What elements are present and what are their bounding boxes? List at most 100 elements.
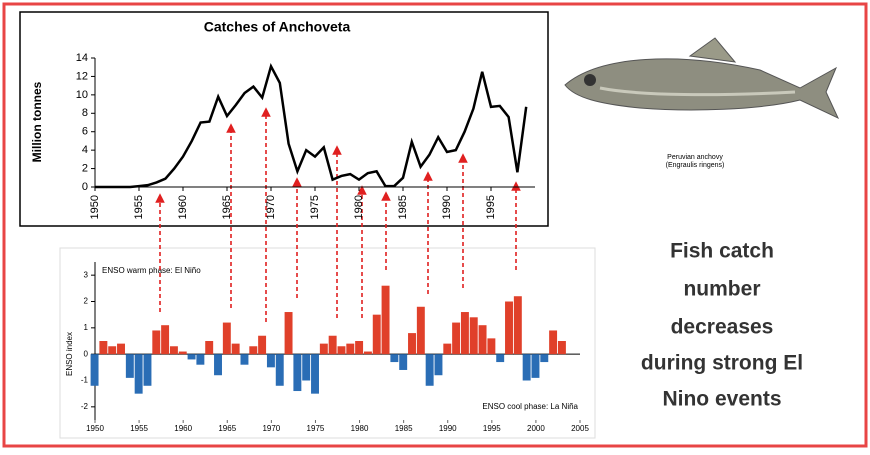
enso-bar	[408, 333, 416, 355]
enso-bar	[205, 341, 214, 355]
message: Fish catch number decreases during stron…	[641, 240, 803, 411]
x-tick-label: 1955	[133, 195, 145, 219]
x-tick-label: 1960	[174, 424, 192, 433]
y-tick-label: 1	[84, 323, 89, 332]
x-tick-label: 1995	[483, 424, 501, 433]
message-line: during strong El	[641, 352, 803, 375]
x-tick-label: 1950	[89, 195, 101, 219]
enso-bar	[143, 354, 152, 386]
x-tick-label: 1975	[309, 195, 321, 219]
enso-bar	[302, 354, 311, 381]
enso-bar	[275, 354, 284, 386]
message-line: Fish catch	[670, 240, 774, 263]
message-line: decreases	[671, 316, 774, 339]
enso-bar	[460, 312, 469, 355]
y-tick-label: 2	[84, 297, 89, 306]
enso-bar	[346, 343, 355, 355]
y-tick-label: 14	[76, 52, 88, 64]
x-tick-label: 1965	[218, 424, 236, 433]
y-tick-label: -1	[81, 376, 89, 385]
enso-bar	[337, 346, 346, 355]
enso-bar	[134, 354, 143, 394]
enso-bar	[390, 354, 399, 363]
x-tick-label: 1970	[265, 195, 277, 219]
x-tick-label: 1975	[307, 424, 325, 433]
x-tick-label: 2005	[571, 424, 589, 433]
enso-bar	[399, 354, 408, 370]
enso-bar	[381, 285, 390, 355]
enso-bar	[522, 354, 531, 381]
enso-bar	[557, 341, 566, 355]
enso-bar	[496, 354, 505, 363]
enso-bar	[478, 325, 487, 355]
fish	[564, 37, 840, 120]
enso-bar	[196, 354, 205, 365]
x-tick-label: 1990	[439, 424, 457, 433]
y-tick-label: 4	[82, 144, 88, 156]
x-tick-label: 1960	[177, 195, 189, 219]
fish-caption: (Engraulis ringens)	[666, 162, 725, 169]
enso-bar	[284, 312, 293, 355]
y-tick-label: 0	[84, 349, 89, 358]
enso-bar	[311, 354, 319, 394]
enso-bar	[214, 354, 222, 376]
y-tick-label: -2	[81, 402, 89, 411]
enso-bar	[117, 343, 125, 355]
enso-bar	[363, 351, 372, 355]
y-tick-label: 0	[82, 181, 88, 193]
y-tick-label: 10	[76, 89, 88, 101]
x-tick-label: 1980	[353, 195, 365, 219]
x-tick-label: 1970	[262, 424, 280, 433]
y-axis-label: Million tonnes	[30, 81, 44, 162]
y-tick-label: 8	[82, 107, 88, 119]
enso-bar	[469, 317, 478, 355]
chart-title: Catches of Anchoveta	[204, 19, 351, 35]
y-tick-label: 3	[84, 270, 89, 279]
enso-bar	[434, 354, 443, 376]
x-tick-label: 1955	[130, 424, 148, 433]
enso-bar	[266, 354, 275, 368]
enso-bar	[416, 306, 425, 355]
enso-bar	[240, 354, 249, 365]
enso-bar	[513, 296, 522, 355]
annotation: ENSO cool phase: La Niña	[482, 402, 578, 411]
enso-bar	[161, 325, 170, 355]
enso-bar	[125, 354, 134, 378]
message-line: Nino events	[662, 388, 781, 411]
message-line: number	[683, 278, 760, 301]
fish-caption: Peruvian anchovy	[667, 154, 723, 161]
x-tick-label: 1950	[86, 424, 104, 433]
enso-bar	[293, 354, 302, 392]
x-tick-label: 2000	[527, 424, 545, 433]
y-axis-label: ENSO index	[65, 332, 74, 376]
x-tick-label: 1980	[351, 424, 369, 433]
enso-bar	[425, 354, 434, 386]
enso-bar	[222, 322, 231, 355]
enso-bar	[540, 354, 549, 363]
enso-bar	[108, 346, 117, 355]
x-tick-label: 1965	[221, 195, 233, 219]
enso-bar	[187, 354, 196, 360]
annotation: ENSO warm phase: El Niño	[102, 266, 201, 275]
y-tick-label: 2	[82, 162, 88, 174]
enso-bar	[90, 354, 99, 386]
x-tick-label: 1990	[441, 195, 453, 219]
enso-bar	[372, 314, 381, 355]
enso-bar	[531, 354, 540, 378]
enso-bar	[549, 330, 558, 355]
enso-bar	[505, 301, 513, 355]
x-tick-label: 1985	[395, 424, 413, 433]
enso-bar	[231, 343, 240, 355]
enso-bar	[99, 341, 108, 355]
enso-bar	[487, 338, 496, 355]
enso-bar	[178, 351, 187, 355]
enso-bar	[452, 322, 461, 355]
enso-bar	[355, 341, 364, 355]
y-tick-label: 6	[82, 126, 88, 138]
enso-bar	[152, 330, 161, 355]
y-tick-label: 12	[76, 70, 88, 82]
enso-bar	[319, 343, 328, 355]
x-tick-label: 1995	[485, 195, 497, 219]
enso-bar	[443, 343, 452, 355]
